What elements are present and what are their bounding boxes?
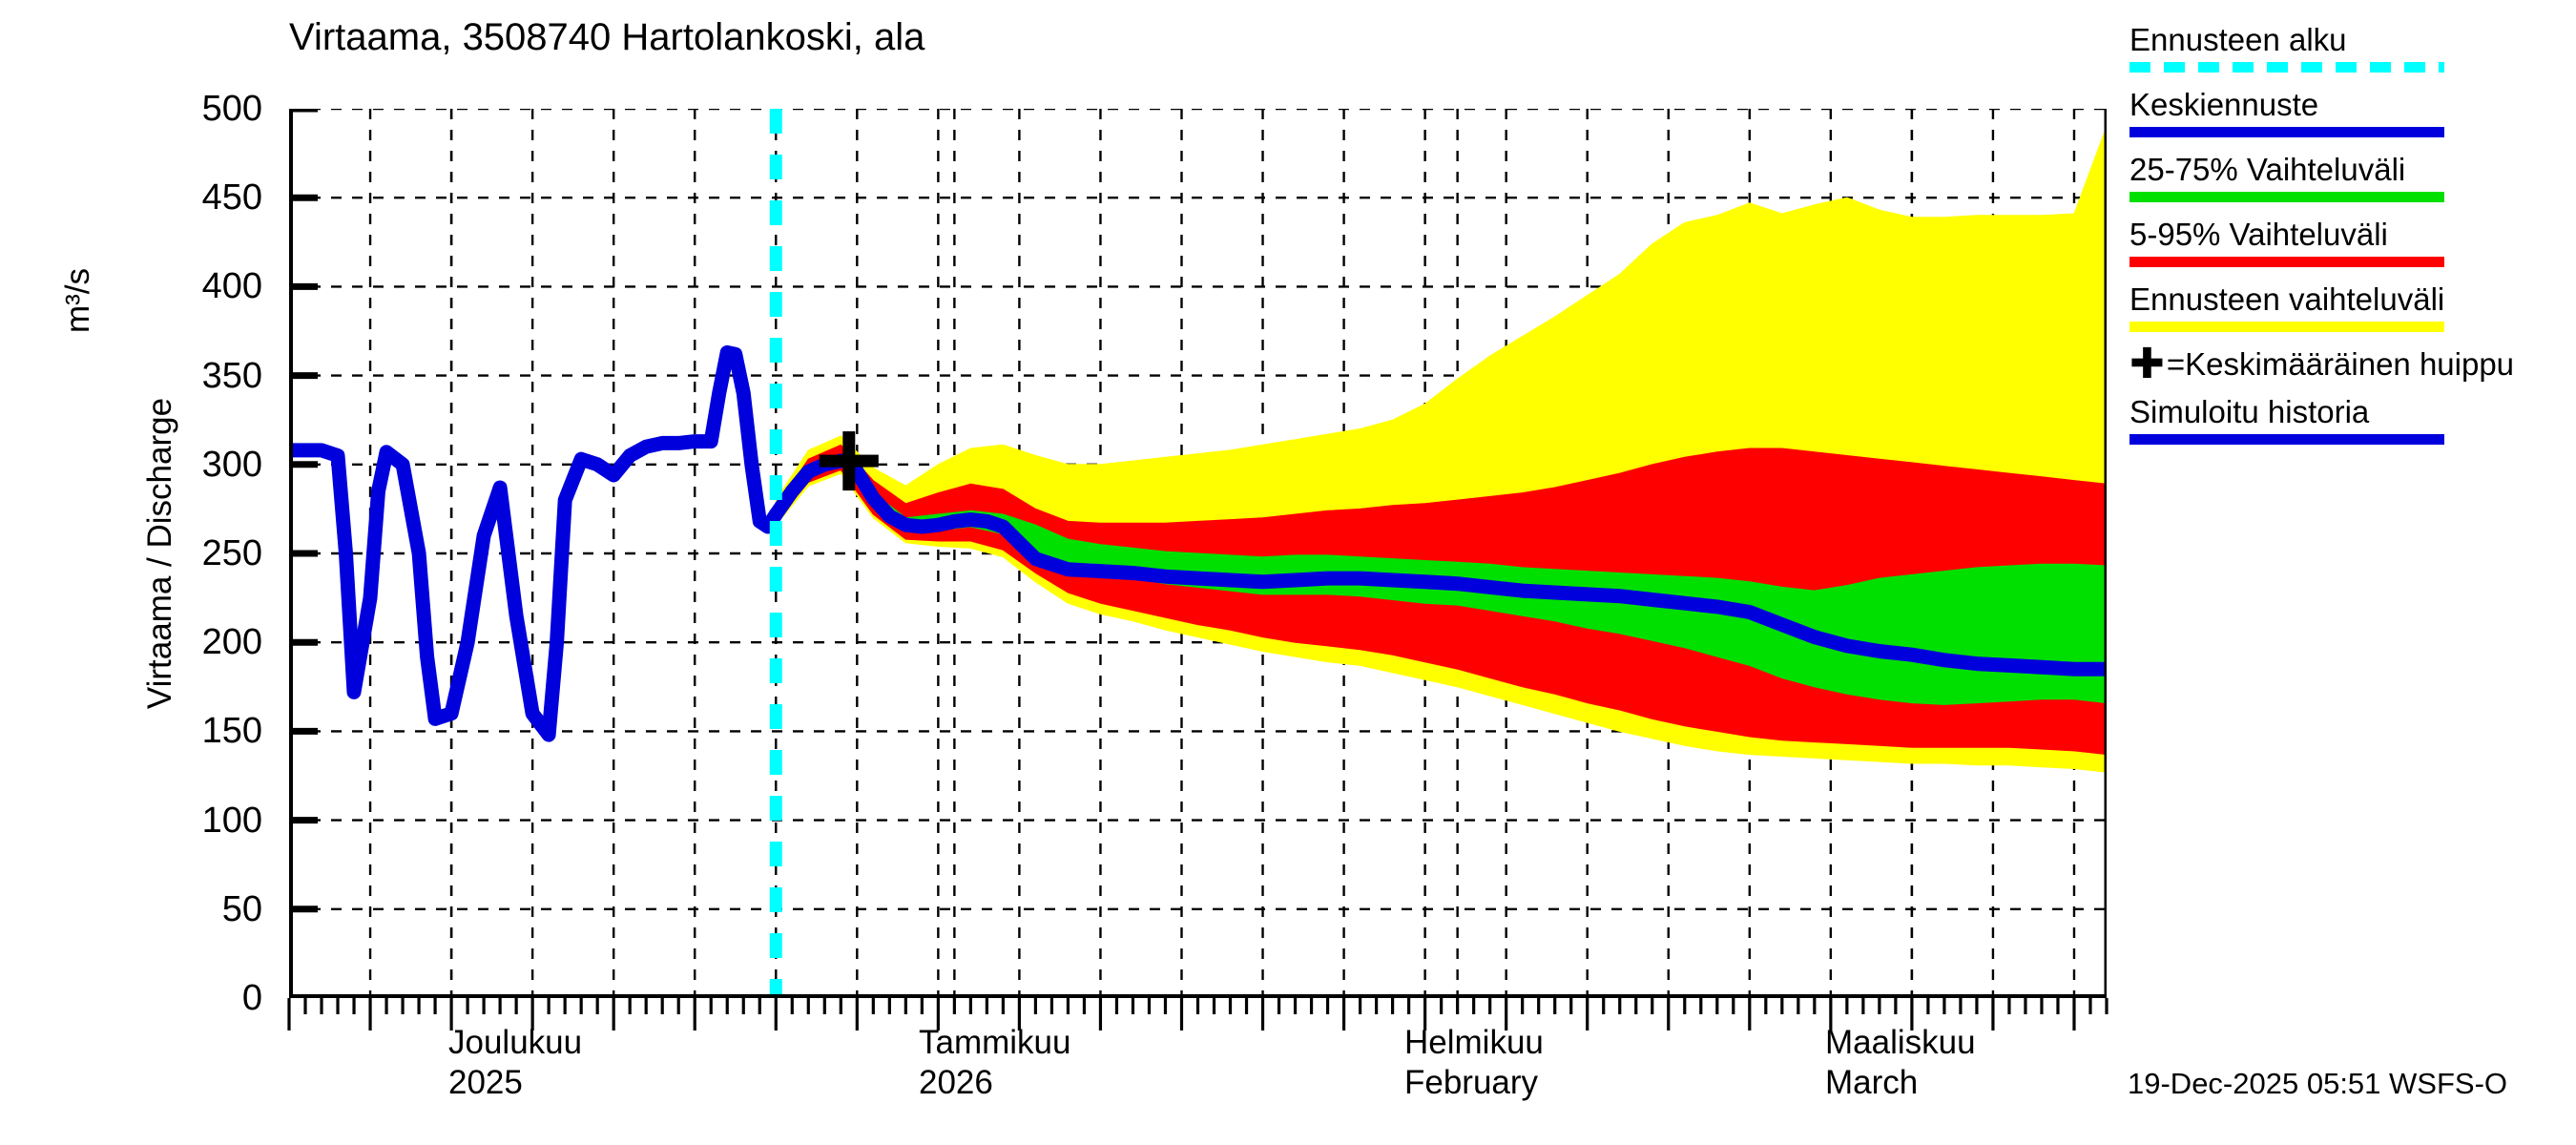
legend-swatch (2129, 322, 2444, 332)
y-axis-tick-label: 300 (201, 444, 262, 485)
x-axis-year-label: March (1825, 1064, 1919, 1101)
x-axis-year-label: 2026 (919, 1064, 993, 1101)
x-axis-ticks (287, 998, 2109, 1030)
legend-swatch (2129, 192, 2444, 202)
plot-frame (289, 109, 2107, 998)
legend-item-label: Ennusteen vaihteluväli (2129, 281, 2445, 317)
footer-timestamp: 19-Dec-2025 05:51 WSFS-O (2128, 1067, 2508, 1100)
legend-item-label: 25-75% Vaihteluväli (2129, 152, 2406, 187)
x-axis-month-label: Tammikuu (919, 1024, 1071, 1061)
series-simulated-history (289, 344, 783, 742)
page-title: Virtaama, 3508740 Hartolankoski, ala (289, 16, 925, 58)
legend-item: 25-75% Vaihteluväli (2129, 151, 2576, 202)
legend-item-label: =Keskimääräinen huippu (2166, 346, 2515, 382)
x-axis-month-label: Helmikuu (1404, 1024, 1544, 1061)
mean-peak-marker (819, 431, 879, 491)
y-axis-tick-label: 400 (201, 266, 262, 307)
y-axis-ticks: 500 450 400 350 300 250 200 150 100 50 0 (105, 0, 262, 1145)
legend-item-label: Keskiennuste (2129, 87, 2319, 122)
chart-svg (289, 109, 2107, 998)
y-axis-tick-label: 350 (201, 355, 262, 396)
y-axis-tick-label: 200 (201, 622, 262, 663)
chart-plot-area (289, 109, 2107, 998)
legend-item: Ennusteen alku (2129, 21, 2576, 73)
legend-item: Ennusteen vaihteluväli (2129, 281, 2576, 332)
y-axis-tick-label: 100 (201, 800, 262, 841)
legend-item: 5-95% Vaihteluväli (2129, 216, 2576, 267)
x-axis-month-label: Maaliskuu (1825, 1024, 1976, 1061)
y-axis-tick-label: 150 (201, 711, 262, 752)
y-axis-unit-label: m³/s (59, 267, 96, 334)
legend-item: Keskiennuste (2129, 86, 2576, 137)
legend-item-label: Ennusteen alku (2129, 22, 2347, 57)
legend-swatch (2129, 257, 2444, 267)
legend-item-label: Simuloitu historia (2129, 394, 2370, 429)
y-axis-tick-label: 50 (221, 888, 262, 929)
chart-legend: Ennusteen alku Keskiennuste 25-75% Vaihtel… (2129, 21, 2576, 458)
x-axis-year-label: February (1404, 1064, 1539, 1101)
legend-swatch (2129, 62, 2444, 73)
plus-marker-icon: ✚ (2129, 341, 2165, 387)
y-axis-tick-label: 500 (201, 89, 262, 129)
y-axis-tick-label: 250 (201, 533, 262, 573)
legend-swatch (2129, 434, 2444, 445)
y-axis-tick-label: 450 (201, 177, 262, 219)
legend-item: ✚ =Keskimääräinen huippu (2129, 341, 2576, 387)
x-axis-year-label: 2025 (448, 1064, 523, 1101)
y-axis-tick-label: 0 (241, 978, 262, 1018)
series-mean-forecast (768, 453, 2107, 677)
legend-swatch (2129, 127, 2444, 137)
legend-item-label: 5-95% Vaihteluväli (2129, 217, 2388, 252)
x-axis-month-label: Joulukuu (448, 1024, 583, 1061)
legend-item: Simuloitu historia (2129, 393, 2576, 445)
